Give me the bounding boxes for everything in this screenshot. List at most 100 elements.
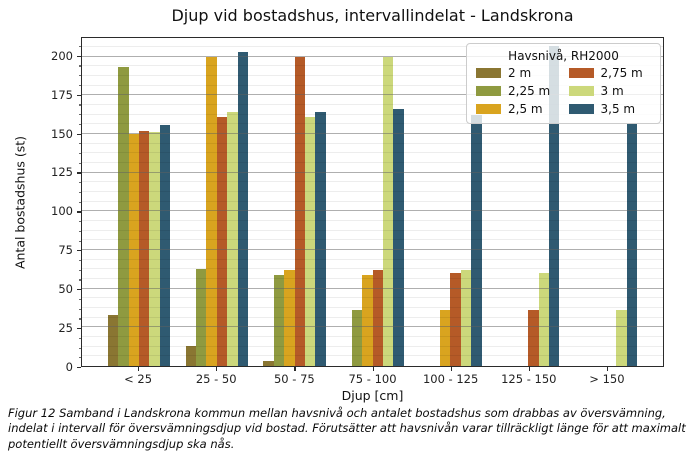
bar: [382, 56, 394, 366]
bar: [196, 268, 207, 366]
legend-label: 2,25 m: [508, 84, 551, 98]
y-minor-tick-mark: [78, 269, 81, 271]
bar: [528, 310, 539, 366]
y-minor-tick-mark: [78, 65, 81, 67]
bar: [549, 45, 560, 366]
legend: Havsnivå, RH2000 2 m 2,25 m 2,5 m 2,75 m 3 m…: [466, 43, 661, 124]
x-tick-mark: [138, 367, 140, 371]
y-tick-label: 200: [51, 48, 73, 63]
y-axis-label: Antal bostadshus (st): [12, 135, 28, 270]
y-minor-tick-mark: [78, 143, 81, 145]
legend-swatch-icon: [568, 86, 594, 96]
y-minor-tick-mark: [78, 240, 81, 242]
y-tick-mark: [77, 250, 81, 252]
bar: [149, 132, 160, 366]
x-tick-mark: [606, 367, 609, 371]
bar-group: [178, 38, 256, 366]
y-minor-tick-mark: [78, 279, 81, 281]
legend-swatch-icon: [568, 104, 594, 114]
y-minor-tick-mark: [78, 182, 81, 184]
y-tick-label: 175: [51, 87, 73, 102]
bar: [460, 270, 472, 366]
x-tick-mark: [450, 367, 452, 371]
y-tick-mark: [77, 367, 81, 369]
figure-caption: Figur 12 Samband i Landskrona kommun mel…: [8, 406, 686, 451]
y-minor-tick-mark: [78, 298, 81, 301]
bar: [538, 273, 549, 366]
y-minor-tick-mark: [78, 104, 81, 106]
bar: [372, 270, 383, 366]
y-tick-label: 75: [58, 243, 73, 258]
legend-label: 3,5 m: [600, 102, 636, 116]
bar: [450, 273, 461, 366]
bar-group: [334, 38, 412, 366]
y-tick-label: 125: [51, 165, 73, 180]
y-tick-mark: [77, 55, 81, 57]
bar: [107, 314, 119, 366]
y-tick-mark: [77, 211, 81, 213]
y-tick-label: 50: [58, 282, 73, 297]
legend-label: 2,5 m: [508, 102, 543, 116]
x-tick-label: 100 - 125: [422, 372, 479, 386]
legend-label: 3 m: [600, 84, 624, 98]
legend-swatch-icon: [476, 68, 501, 78]
legend-swatch-icon: [476, 104, 501, 114]
bar: [206, 56, 217, 366]
legend-label: 2,75 m: [600, 66, 643, 80]
bar: [439, 310, 451, 366]
x-tick-label: 25 - 50: [195, 372, 237, 386]
y-minor-tick-mark: [78, 45, 81, 48]
y-tick-label: 150: [51, 126, 73, 141]
y-minor-tick-mark: [78, 337, 81, 339]
bar-group: [256, 38, 334, 366]
x-axis-label: Djup [cm]: [341, 388, 404, 403]
y-minor-tick-mark: [78, 230, 81, 232]
x-tick-label: 125 - 150: [501, 372, 557, 386]
legend-entry: 2,25 m: [476, 84, 559, 98]
y-minor-tick-mark: [78, 152, 81, 155]
y-tick-mark: [77, 172, 81, 174]
bar: [263, 361, 274, 366]
plot-area: Havsnivå, RH2000 2 m 2,25 m 2,5 m 2,75 m 3 m…: [81, 37, 664, 367]
x-tick-mark: [294, 367, 296, 371]
bar: [471, 115, 482, 366]
y-minor-tick-mark: [78, 162, 81, 164]
legend-entry: 2,75 m: [568, 66, 652, 80]
y-tick-mark: [77, 133, 81, 135]
bar: [118, 67, 129, 366]
legend-swatch-icon: [568, 68, 594, 78]
legend-entry: 3 m: [568, 84, 652, 98]
legend-title: Havsnivå, RH2000: [508, 49, 619, 63]
x-tick-label: < 25: [124, 372, 153, 386]
y-minor-tick-mark: [78, 84, 81, 87]
y-tick-mark: [77, 328, 81, 330]
bar: [216, 116, 228, 366]
legend-label: 2 m: [508, 66, 532, 80]
bar: [616, 310, 627, 366]
bar: [626, 123, 638, 366]
bar: [305, 116, 316, 366]
legend-swatch-icon: [476, 86, 501, 96]
y-minor-tick-mark: [78, 259, 81, 262]
bar: [128, 133, 139, 366]
x-tick-label: 50 - 75: [273, 372, 315, 386]
legend-entries: 2 m 2,25 m 2,5 m 2,75 m 3 m 3,5 m: [476, 66, 651, 116]
legend-entry: 2,5 m: [476, 102, 559, 116]
y-minor-tick-mark: [78, 308, 81, 310]
bar: [237, 51, 248, 366]
y-tick-label: 0: [65, 360, 73, 374]
y-minor-tick-mark: [78, 221, 81, 223]
bar: [315, 112, 326, 366]
x-tick-mark: [216, 367, 218, 371]
chart-title: Djup vid bostadshus, intervallindelat - …: [171, 6, 574, 25]
y-minor-tick-mark: [78, 75, 81, 77]
y-minor-tick-mark: [78, 347, 81, 349]
y-tick-mark: [77, 94, 81, 96]
bar: [393, 109, 404, 366]
bar-group: [489, 38, 567, 366]
x-tick-mark: [528, 367, 530, 371]
bar: [159, 124, 171, 366]
bar: [138, 130, 150, 366]
y-minor-tick-mark: [78, 123, 81, 125]
